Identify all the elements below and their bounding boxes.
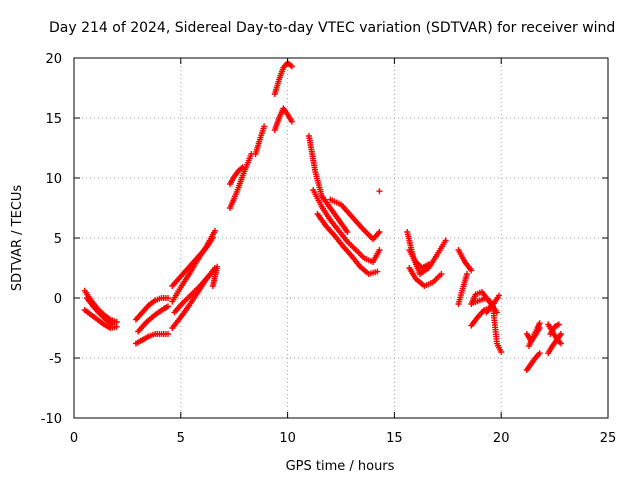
data-point: [536, 350, 543, 357]
chart-title: Day 214 of 2024, Sidereal Day-to-day VTE…: [49, 20, 615, 36]
y-tick-label: 0: [54, 292, 62, 307]
data-point: [211, 227, 218, 234]
axis-ticks: 0 5 10 15 20 25 -10 -5 0 5 10 15 20: [41, 52, 617, 446]
y-tick-label: 10: [45, 172, 62, 187]
data-point: [376, 247, 383, 253]
data-point: [464, 271, 471, 277]
data-point: [113, 323, 120, 330]
y-tick-label: -10: [41, 412, 62, 427]
data-point: [438, 271, 445, 277]
data-point: [374, 268, 381, 275]
y-axis-label: SDTVAR / TECUs: [10, 185, 25, 292]
y-tick-label: 15: [45, 112, 62, 127]
data-point: [344, 229, 351, 235]
data-point: [109, 321, 116, 328]
data-point: [376, 188, 383, 195]
data-point: [493, 309, 500, 316]
x-tick-label: 20: [493, 431, 510, 446]
x-tick-label: 25: [600, 431, 617, 446]
y-tick-label: 20: [45, 52, 62, 67]
grid: [74, 58, 608, 418]
data-point: [239, 164, 246, 171]
x-tick-label: 5: [177, 431, 185, 446]
data-point: [442, 237, 449, 244]
data-point: [558, 340, 565, 347]
data-point: [205, 273, 212, 280]
data-point: [261, 123, 268, 130]
x-axis-label: GPS time / hours: [286, 459, 395, 474]
y-tick-label: 5: [54, 232, 62, 247]
data-point: [164, 295, 171, 301]
x-tick-label: 10: [279, 431, 296, 446]
data-point: [425, 261, 432, 268]
data-point: [555, 321, 562, 328]
data-point: [214, 263, 221, 270]
x-tick-label: 0: [70, 431, 78, 446]
data-point: [288, 118, 295, 125]
data-point: [498, 349, 505, 355]
data-marks: [81, 59, 565, 373]
data-point: [164, 303, 171, 310]
x-tick-label: 15: [386, 431, 403, 446]
data-point: [558, 331, 565, 337]
data-point: [164, 331, 171, 337]
data-point: [288, 63, 295, 70]
y-tick-label: -5: [49, 352, 62, 367]
data-point: [468, 267, 475, 274]
data-point: [376, 229, 383, 235]
data-point: [536, 320, 543, 327]
data-point: [496, 292, 503, 299]
data-point: [209, 235, 216, 241]
